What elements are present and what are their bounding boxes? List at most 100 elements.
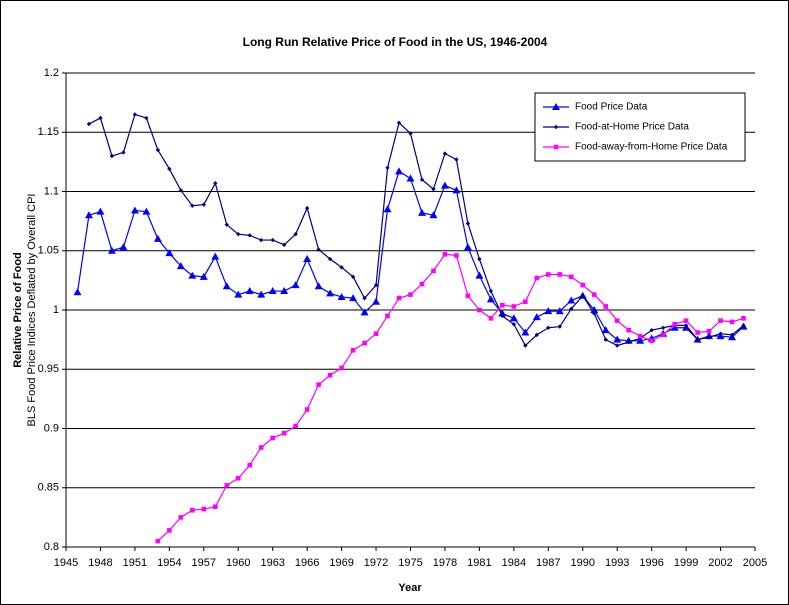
marker <box>190 507 195 513</box>
marker <box>626 327 631 333</box>
marker <box>212 504 218 510</box>
marker <box>440 181 449 189</box>
marker <box>259 237 264 243</box>
marker <box>362 340 367 346</box>
marker <box>385 313 390 319</box>
marker <box>603 337 608 342</box>
marker <box>488 288 494 294</box>
y-axis-label: Relative Price of Food <box>12 252 24 368</box>
marker <box>167 166 172 172</box>
marker <box>706 329 712 334</box>
marker <box>257 290 266 298</box>
marker <box>327 256 333 262</box>
marker <box>488 315 494 321</box>
marker <box>555 307 564 315</box>
marker <box>385 165 390 170</box>
marker <box>500 302 505 308</box>
marker <box>553 124 559 130</box>
marker <box>718 318 723 323</box>
marker <box>119 243 128 251</box>
marker <box>268 287 277 295</box>
marker <box>615 343 620 348</box>
marker <box>360 308 369 316</box>
legend-box <box>534 92 746 162</box>
marker <box>706 335 712 340</box>
marker <box>408 292 413 297</box>
legend-label: Food-away-from-Home Price Data <box>575 142 728 153</box>
x-tick-label: 2005 <box>743 557 767 569</box>
marker <box>660 325 666 330</box>
marker <box>431 268 436 274</box>
marker <box>741 315 746 321</box>
marker <box>190 203 195 208</box>
marker <box>511 304 517 309</box>
marker <box>270 435 275 441</box>
marker <box>142 207 151 215</box>
x-tick-label: 1987 <box>536 557 560 569</box>
marker <box>96 207 105 215</box>
marker <box>534 275 540 281</box>
marker <box>281 430 287 436</box>
marker <box>454 157 459 162</box>
y-tick-label: 1.2 <box>44 67 59 79</box>
marker <box>303 255 312 263</box>
marker <box>601 326 610 334</box>
marker <box>442 252 448 257</box>
marker <box>109 153 115 159</box>
marker <box>465 221 471 226</box>
marker <box>406 174 415 182</box>
marker <box>567 296 576 304</box>
marker <box>553 144 559 150</box>
marker <box>431 186 436 192</box>
marker <box>98 115 103 121</box>
marker <box>316 247 321 252</box>
marker <box>603 304 609 309</box>
y-tick-label: 0.95 <box>38 363 59 375</box>
marker <box>614 318 620 323</box>
marker <box>383 205 392 213</box>
marker <box>144 115 149 121</box>
marker <box>362 295 367 301</box>
x-tick-label: 1984 <box>502 557 526 569</box>
marker <box>258 445 264 450</box>
marker <box>178 188 184 193</box>
x-tick-label: 1960 <box>226 557 250 569</box>
marker <box>580 293 585 298</box>
marker <box>73 288 82 296</box>
legend-label: Food Price Data <box>575 102 648 113</box>
marker <box>291 281 300 289</box>
marker <box>442 151 448 156</box>
x-tick-label: 1975 <box>398 557 422 569</box>
marker <box>234 290 243 298</box>
x-axis-label: Year <box>398 582 422 594</box>
marker <box>672 321 677 327</box>
y-tick-label: 0.8 <box>44 541 59 553</box>
x-tick-label: 1981 <box>467 557 491 569</box>
x-tick-label: 1966 <box>295 557 319 569</box>
x-tick-label: 1978 <box>433 557 457 569</box>
x-tick-label: 1993 <box>605 557 629 569</box>
marker <box>201 202 206 207</box>
marker <box>660 332 666 338</box>
x-tick-label: 1999 <box>674 557 698 569</box>
chart-title: Long Run Relative Price of Food in the U… <box>243 35 548 49</box>
marker <box>544 307 553 315</box>
marker <box>326 289 335 297</box>
x-tick-label: 1990 <box>571 557 595 569</box>
marker <box>419 281 425 287</box>
marker <box>304 407 310 412</box>
marker <box>486 295 495 303</box>
marker <box>84 211 93 219</box>
marker <box>350 274 356 280</box>
marker <box>373 282 379 288</box>
y-tick-label: 1 <box>53 304 59 316</box>
x-tick-label: 1996 <box>639 557 663 569</box>
marker <box>741 323 746 328</box>
marker <box>695 330 700 335</box>
marker <box>327 372 333 378</box>
marker <box>477 256 482 262</box>
marker <box>155 147 161 153</box>
marker <box>121 150 126 155</box>
marker <box>500 313 505 319</box>
